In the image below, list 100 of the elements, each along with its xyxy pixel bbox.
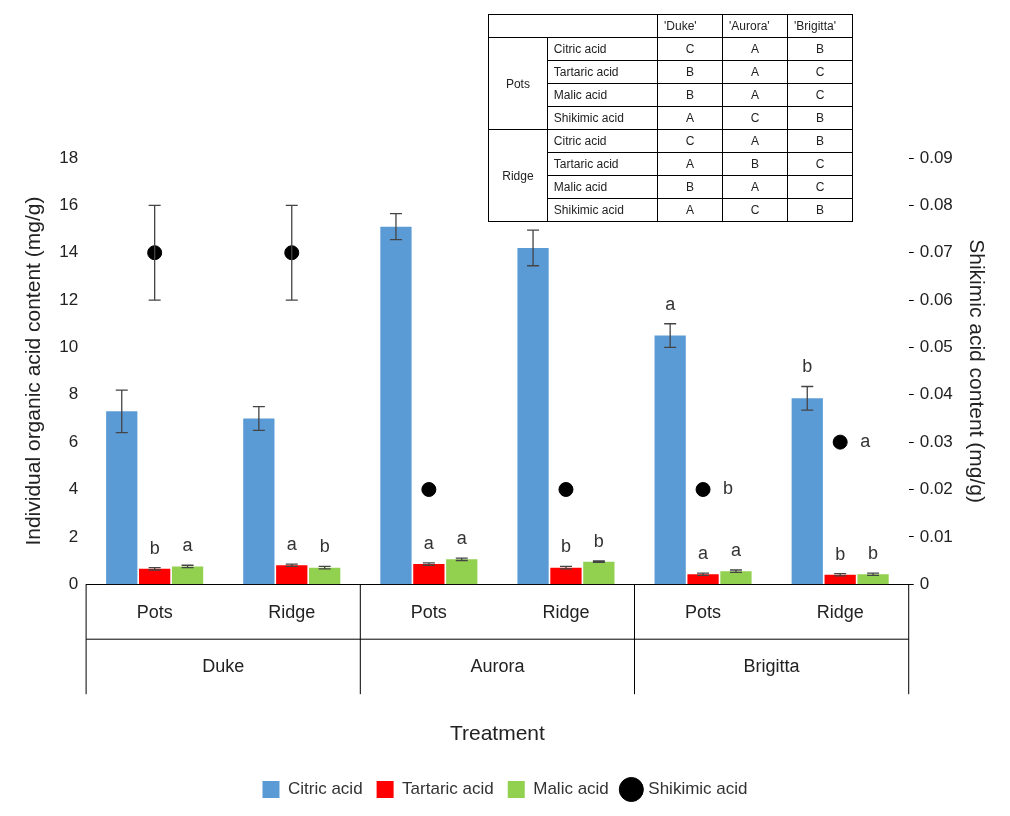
category-label: 'Duke': [657, 14, 723, 38]
data-label: a: [730, 539, 742, 560]
data-label: b: [723, 478, 734, 499]
text: Aurora: [470, 656, 526, 677]
legend-label: Malic acid: [533, 779, 609, 799]
data-label: a: [665, 293, 677, 314]
x-tick-label: Pots: [685, 601, 722, 622]
text: B: [815, 134, 824, 148]
y-tick-label: 8: [68, 384, 79, 404]
bar: [243, 418, 275, 585]
bar: [654, 335, 686, 585]
text: Brigitta: [743, 656, 801, 677]
text: C: [685, 134, 695, 148]
text: A: [750, 88, 759, 102]
text: B: [815, 42, 824, 56]
y2-tick-label: 0.08: [919, 195, 953, 215]
annotation: Ridge: [488, 129, 548, 222]
text: C: [815, 65, 825, 79]
data-label: a: [423, 532, 435, 553]
y-tick-label: 4: [68, 479, 79, 499]
text: C: [685, 42, 695, 56]
category-label: Tartaric acid: [553, 157, 619, 171]
category-label: 'Brigitta': [787, 14, 853, 38]
text: A: [685, 111, 694, 125]
text: C: [815, 88, 825, 102]
text: Duke: [202, 656, 245, 677]
bar: [276, 565, 308, 585]
data-label: b: [868, 543, 879, 564]
data-label: a: [456, 528, 468, 549]
data-label: b: [835, 543, 846, 564]
data-label: a: [182, 535, 194, 556]
category-label: Shikimic acid: [553, 203, 624, 217]
y-tick-label: 0: [68, 573, 79, 593]
data-label: b: [560, 536, 571, 557]
bar: [413, 564, 445, 585]
y-tick-label: 14: [59, 242, 79, 262]
bar: [791, 398, 823, 585]
bar: [687, 574, 719, 585]
data-label: a: [286, 534, 298, 555]
y2-tick-label: 0.04: [919, 384, 953, 404]
point: [421, 481, 437, 497]
y-tick-label: 6: [68, 431, 79, 451]
text: B: [685, 88, 694, 102]
text: B: [815, 203, 824, 217]
text: Pots: [488, 37, 548, 130]
category-label: Malic acid: [553, 88, 608, 102]
point: [147, 245, 163, 261]
y-tick-label: 12: [59, 289, 79, 309]
text: A: [750, 134, 759, 148]
x-tick-label: Pots: [136, 601, 173, 622]
y-tick-label: 16: [59, 195, 79, 215]
x-tick-label: Ridge: [816, 601, 864, 622]
bar: [446, 559, 478, 585]
x-tick-label: Ridge: [268, 601, 316, 622]
bar: [583, 561, 615, 585]
y-tick-label: 2: [68, 526, 79, 546]
y2-tick-label: 0.02: [919, 479, 953, 499]
bar: [550, 567, 582, 585]
data-label: b: [149, 537, 160, 558]
data-label: a: [698, 543, 710, 564]
category-label: 'Aurora': [722, 14, 788, 38]
data-label: a: [860, 431, 872, 452]
bar: [171, 566, 204, 585]
text: C: [750, 111, 760, 125]
category-label: Malic acid: [553, 180, 608, 194]
text: A: [685, 203, 694, 217]
text: B: [750, 157, 759, 171]
y2-tick-label: 0.03: [919, 431, 953, 451]
point: [284, 245, 300, 261]
bar: [857, 574, 889, 585]
x-tick-label: Pots: [410, 601, 447, 622]
text: B: [815, 111, 824, 125]
point: [695, 481, 711, 497]
category-label: Citric acid: [553, 42, 607, 56]
text: B: [685, 180, 694, 194]
text: C: [815, 157, 825, 171]
x-axis-title: Treatment: [449, 721, 546, 745]
data-label: b: [319, 536, 330, 557]
text: A: [750, 65, 759, 79]
bar: [309, 567, 341, 585]
bar: [720, 571, 752, 585]
y2-tick-label: 0.09: [919, 147, 953, 167]
y2-tick-label: 0: [919, 573, 930, 593]
legend-label: Citric acid: [287, 779, 363, 799]
category-label: Tartaric acid: [553, 65, 619, 79]
y2-tick-label: 0.06: [919, 289, 953, 309]
text: C: [815, 180, 825, 194]
y2-tick-label: 0.07: [919, 242, 953, 262]
text: C: [750, 203, 760, 217]
legend-label: Shikimic acid: [648, 779, 748, 799]
y2-tick-label: 0.01: [919, 526, 953, 546]
x-tick-label: Ridge: [542, 601, 590, 622]
y2-tick-label: 0.05: [919, 337, 953, 357]
category-label: Citric acid: [553, 134, 607, 148]
text: A: [750, 42, 759, 56]
y-tick-label: 10: [59, 337, 79, 357]
point: [832, 434, 848, 450]
category-label: Shikimic acid: [553, 111, 624, 125]
legend-label: Tartaric acid: [402, 779, 494, 799]
bar: [106, 411, 138, 585]
